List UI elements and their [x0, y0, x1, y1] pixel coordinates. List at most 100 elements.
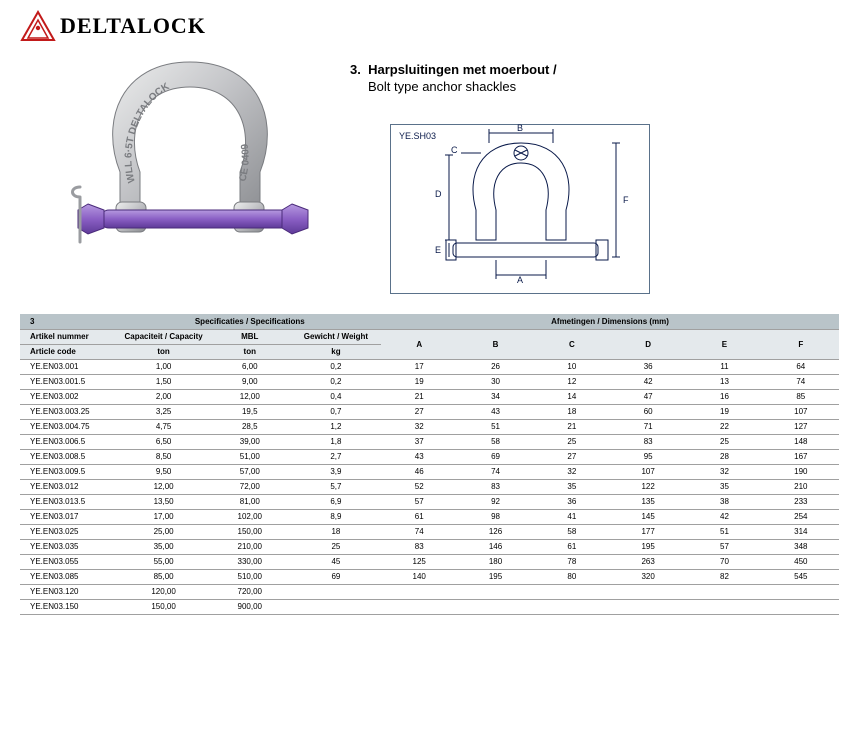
- cell-F: 314: [763, 524, 839, 539]
- hdr-article-en: Article code: [20, 344, 118, 359]
- table-row: YE.EN03.008.58,5051,002,74369279528167: [20, 449, 839, 464]
- cell-F: 64: [763, 359, 839, 374]
- cell-A: 125: [381, 554, 457, 569]
- cell-F: 233: [763, 494, 839, 509]
- cell-C: 27: [534, 449, 610, 464]
- cell-C: 21: [534, 419, 610, 434]
- cell-F: 190: [763, 464, 839, 479]
- cell-B: 126: [457, 524, 533, 539]
- cell-mbl: 720,00: [209, 584, 291, 599]
- cell-E: [686, 599, 762, 614]
- cell-cap: 8,50: [118, 449, 208, 464]
- cell-code: YE.EN03.013.5: [20, 494, 118, 509]
- cell-A: 74: [381, 524, 457, 539]
- cell-cap: 2,00: [118, 389, 208, 404]
- hdr-dimensions: Afmetingen / Dimensions (mm): [381, 314, 839, 329]
- table-row: YE.EN03.013.513,5081,006,957923613538233: [20, 494, 839, 509]
- table-row: YE.EN03.0011,006,000,2172610361164: [20, 359, 839, 374]
- cell-D: 145: [610, 509, 686, 524]
- cell-wt: 0,2: [291, 359, 381, 374]
- cell-cap: 13,50: [118, 494, 208, 509]
- cell-D: 36: [610, 359, 686, 374]
- section-title-nl: Harpsluitingen met moerbout /: [368, 62, 557, 77]
- cell-E: 25: [686, 434, 762, 449]
- cell-A: 27: [381, 404, 457, 419]
- cell-F: 545: [763, 569, 839, 584]
- cell-wt: 1,2: [291, 419, 381, 434]
- cell-cap: 3,25: [118, 404, 208, 419]
- cell-wt: 45: [291, 554, 381, 569]
- cell-F: 254: [763, 509, 839, 524]
- cell-A: 17: [381, 359, 457, 374]
- cell-F: 107: [763, 404, 839, 419]
- cell-E: 22: [686, 419, 762, 434]
- hdr-D: D: [610, 329, 686, 359]
- cell-F: 167: [763, 449, 839, 464]
- hdr-cap-unit: ton: [118, 344, 208, 359]
- cell-mbl: 28,5: [209, 419, 291, 434]
- cell-B: 146: [457, 539, 533, 554]
- dim-label-D: D: [435, 189, 442, 199]
- cell-C: 41: [534, 509, 610, 524]
- table-row: YE.EN03.003.253,2519,50,72743186019107: [20, 404, 839, 419]
- cell-D: 263: [610, 554, 686, 569]
- hdr-section-num: 3: [20, 314, 118, 329]
- cell-C: 36: [534, 494, 610, 509]
- section-title-line1: 3. Harpsluitingen met moerbout /: [350, 62, 839, 77]
- dim-label-B: B: [517, 123, 523, 133]
- hdr-C: C: [534, 329, 610, 359]
- cell-code: YE.EN03.012: [20, 479, 118, 494]
- hdr-specifications: Specificaties / Specifications: [118, 314, 381, 329]
- cell-B: 26: [457, 359, 533, 374]
- table-row: YE.EN03.01717,00102,008,961984114542254: [20, 509, 839, 524]
- cell-D: 195: [610, 539, 686, 554]
- cell-cap: 9,50: [118, 464, 208, 479]
- cell-cap: 6,50: [118, 434, 208, 449]
- hdr-wt-unit: kg: [291, 344, 381, 359]
- cell-wt: 18: [291, 524, 381, 539]
- cell-mbl: 510,00: [209, 569, 291, 584]
- cell-B: 74: [457, 464, 533, 479]
- hdr-A: A: [381, 329, 457, 359]
- hdr-article-nl: Artikel nummer: [20, 329, 118, 344]
- cell-code: YE.EN03.025: [20, 524, 118, 539]
- cell-mbl: 9,00: [209, 374, 291, 389]
- cell-C: [534, 599, 610, 614]
- cell-code: YE.EN03.055: [20, 554, 118, 569]
- cell-C: 32: [534, 464, 610, 479]
- cell-D: 320: [610, 569, 686, 584]
- cell-F: 127: [763, 419, 839, 434]
- cell-wt: 0,2: [291, 374, 381, 389]
- cell-B: 58: [457, 434, 533, 449]
- cell-B: 195: [457, 569, 533, 584]
- cell-cap: 1,50: [118, 374, 208, 389]
- cell-D: 107: [610, 464, 686, 479]
- cell-cap: 25,00: [118, 524, 208, 539]
- cell-code: YE.EN03.150: [20, 599, 118, 614]
- title-and-diagram: 3. Harpsluitingen met moerbout / Bolt ty…: [350, 52, 839, 294]
- hdr-mbl-unit: ton: [209, 344, 291, 359]
- cell-A: [381, 584, 457, 599]
- dim-label-F: F: [623, 195, 629, 205]
- cell-wt: 0,4: [291, 389, 381, 404]
- cell-C: 35: [534, 479, 610, 494]
- cell-A: 32: [381, 419, 457, 434]
- cell-F: 148: [763, 434, 839, 449]
- cell-code: YE.EN03.085: [20, 569, 118, 584]
- table-row: YE.EN03.006.56,5039,001,83758258325148: [20, 434, 839, 449]
- cell-code: YE.EN03.002: [20, 389, 118, 404]
- table-row: YE.EN03.05555,00330,00451251807826370450: [20, 554, 839, 569]
- cell-B: 180: [457, 554, 533, 569]
- cell-wt: 69: [291, 569, 381, 584]
- cell-A: 19: [381, 374, 457, 389]
- hdr-B: B: [457, 329, 533, 359]
- cell-C: 10: [534, 359, 610, 374]
- cell-E: 42: [686, 509, 762, 524]
- cell-D: 42: [610, 374, 686, 389]
- product-illustration: WLL 6·5T DELTALOCK CE 0409: [50, 52, 330, 282]
- table-row: YE.EN03.0022,0012,000,4213414471685: [20, 389, 839, 404]
- cell-C: 18: [534, 404, 610, 419]
- table-row: YE.EN03.02525,00150,0018741265817751314: [20, 524, 839, 539]
- brand-name: DELTALOCK: [60, 13, 206, 39]
- cell-wt: 5,7: [291, 479, 381, 494]
